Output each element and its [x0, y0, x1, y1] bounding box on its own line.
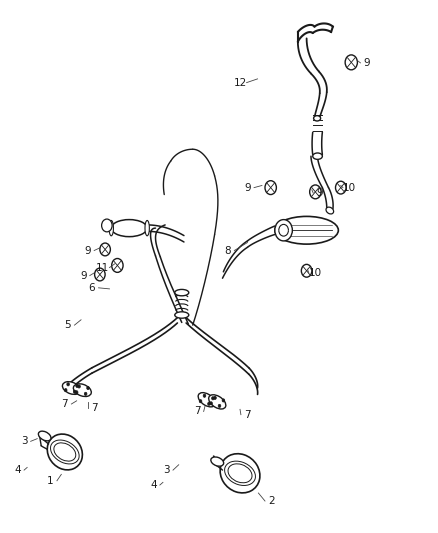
Circle shape — [78, 385, 80, 388]
Text: 4: 4 — [14, 465, 21, 475]
Circle shape — [112, 259, 123, 272]
Circle shape — [265, 181, 276, 195]
Ellipse shape — [326, 207, 334, 214]
Ellipse shape — [175, 289, 189, 296]
Text: 7: 7 — [194, 407, 201, 416]
Circle shape — [84, 392, 87, 395]
Ellipse shape — [111, 220, 147, 237]
Circle shape — [87, 386, 89, 390]
Circle shape — [214, 396, 216, 399]
Ellipse shape — [175, 312, 189, 318]
Circle shape — [208, 402, 210, 406]
Circle shape — [76, 384, 78, 387]
Circle shape — [301, 264, 312, 277]
Circle shape — [203, 394, 206, 397]
Ellipse shape — [39, 431, 51, 441]
Text: 9: 9 — [84, 246, 91, 255]
Circle shape — [218, 405, 221, 408]
Text: 9: 9 — [364, 58, 371, 68]
Text: 8: 8 — [224, 246, 231, 255]
Ellipse shape — [145, 221, 149, 236]
Ellipse shape — [211, 457, 224, 466]
Ellipse shape — [208, 395, 226, 409]
Circle shape — [102, 219, 112, 232]
Ellipse shape — [109, 221, 113, 236]
Text: 4: 4 — [150, 480, 157, 490]
Text: 1: 1 — [47, 476, 54, 486]
Circle shape — [222, 399, 225, 402]
Text: 3: 3 — [163, 465, 170, 475]
Ellipse shape — [198, 393, 215, 407]
Ellipse shape — [74, 384, 91, 397]
Text: 7: 7 — [61, 399, 68, 409]
Circle shape — [100, 243, 110, 256]
Text: 10: 10 — [343, 183, 356, 192]
Circle shape — [336, 181, 346, 194]
Text: 9: 9 — [244, 183, 251, 192]
Circle shape — [67, 383, 69, 386]
Text: 12: 12 — [233, 78, 247, 87]
Text: 2: 2 — [268, 496, 275, 506]
Circle shape — [210, 402, 212, 405]
Text: 11: 11 — [96, 263, 110, 272]
Circle shape — [345, 55, 357, 70]
Circle shape — [75, 391, 78, 394]
Text: 10: 10 — [309, 268, 322, 278]
Circle shape — [310, 185, 321, 199]
Text: 7: 7 — [91, 403, 98, 413]
Text: 9: 9 — [80, 271, 87, 280]
Text: 3: 3 — [21, 437, 28, 446]
Circle shape — [212, 397, 214, 400]
Circle shape — [64, 389, 67, 392]
Circle shape — [74, 390, 76, 393]
Ellipse shape — [313, 153, 322, 159]
Text: 7: 7 — [244, 410, 251, 419]
Text: 6: 6 — [88, 283, 95, 293]
Circle shape — [275, 220, 292, 241]
Ellipse shape — [314, 116, 321, 121]
Ellipse shape — [47, 434, 82, 470]
Ellipse shape — [220, 454, 260, 493]
Ellipse shape — [275, 216, 338, 244]
Ellipse shape — [63, 382, 80, 394]
Circle shape — [95, 268, 105, 281]
Circle shape — [199, 400, 202, 403]
Text: 5: 5 — [64, 320, 71, 330]
Text: 9: 9 — [316, 188, 323, 198]
